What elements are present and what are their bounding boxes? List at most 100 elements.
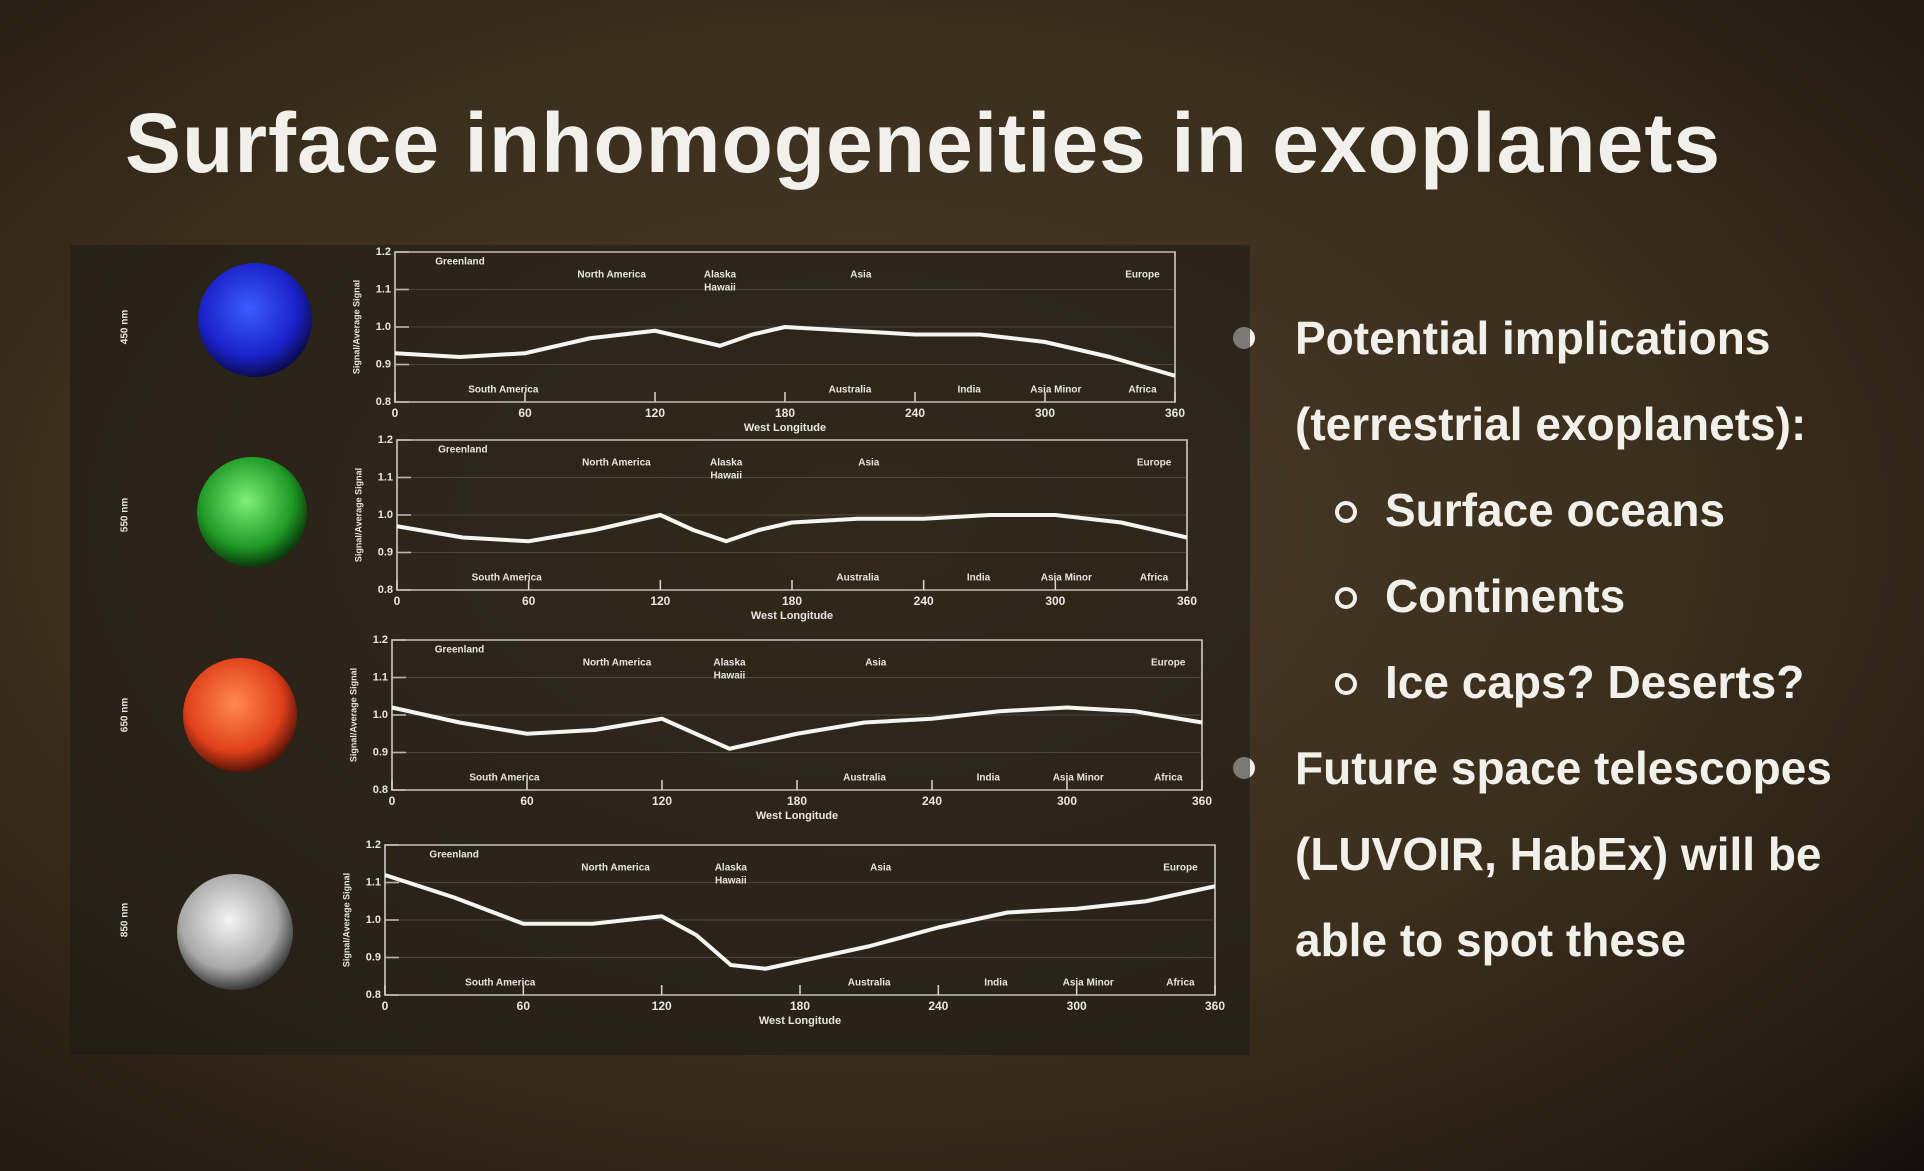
region-label: Asia Minor: [1053, 773, 1104, 784]
bullet-list: Potential implications (terrestrial exopl…: [1225, 295, 1924, 983]
planet-image: [177, 874, 293, 990]
wavelength-label: 650 nm: [120, 698, 131, 733]
bullet-line: (LUVOIR, HabEx) will be: [1225, 811, 1924, 897]
region-label: India: [984, 978, 1008, 989]
region-label: Greenland: [438, 445, 487, 456]
x-tick-label: 60: [520, 794, 534, 808]
region-label: Africa: [1154, 773, 1183, 784]
region-label: North America: [581, 863, 650, 874]
sub-bullet-line: Surface oceans: [1225, 467, 1924, 553]
wavelength-label: 450 nm: [120, 310, 131, 345]
region-label: Australia: [843, 773, 886, 784]
bullet-text: (LUVOIR, HabEx) will be: [1295, 828, 1822, 880]
region-label: India: [957, 385, 981, 396]
y-tick-label: 1.0: [366, 914, 381, 926]
region-label: Europe: [1125, 270, 1160, 281]
bullet-line: Potential implications: [1225, 295, 1924, 381]
signal-line: [391, 705, 1203, 751]
bullet-text: Continents: [1385, 570, 1626, 622]
x-axis-label: West Longitude: [751, 610, 833, 622]
bullet-text: able to spot these: [1295, 914, 1687, 966]
x-tick-label: 180: [775, 406, 795, 420]
region-label: South America: [465, 978, 536, 989]
region-label: Africa: [1128, 385, 1157, 396]
slide-title: Surface inhomogeneities in exoplanets: [125, 96, 1722, 190]
y-tick-label: 1.2: [373, 634, 388, 646]
sub-bullet-line: Ice caps? Deserts?: [1225, 639, 1924, 725]
wavelength-label: 850 nm: [120, 903, 131, 938]
region-label: Alaska: [713, 658, 746, 669]
region-label: South America: [468, 385, 539, 396]
x-tick-label: 360: [1165, 406, 1185, 420]
region-label: Australia: [836, 573, 879, 584]
y-tick-label: 0.9: [373, 746, 388, 758]
y-tick-label: 0.9: [366, 951, 381, 963]
region-label: Greenland: [435, 257, 484, 268]
region-label: Europe: [1163, 863, 1198, 874]
sub-bullet-ring: [1335, 501, 1357, 523]
y-axis-label: Signal/Average Signal: [351, 280, 361, 374]
x-tick-label: 180: [787, 794, 807, 808]
sub-bullet-ring: [1335, 673, 1357, 695]
region-label: Hawaii: [704, 283, 736, 294]
y-tick-label: 1.1: [366, 876, 381, 888]
sub-bullet-ring: [1335, 587, 1357, 609]
region-label: South America: [469, 773, 540, 784]
x-tick-label: 360: [1192, 794, 1212, 808]
region-label: Alaska: [710, 458, 743, 469]
wavelength-label: 550 nm: [120, 498, 131, 533]
region-label: Greenland: [429, 850, 478, 861]
y-axis-label: Signal/Average Signal: [341, 873, 351, 967]
planet-image: [183, 658, 297, 772]
y-tick-label: 1.1: [376, 283, 391, 295]
y-tick-label: 0.8: [376, 396, 391, 408]
y-axis-label: Signal/Average Signal: [353, 468, 363, 562]
planet-image: [198, 263, 312, 377]
x-tick-label: 0: [389, 794, 396, 808]
y-tick-label: 0.9: [376, 358, 391, 370]
x-tick-label: 0: [394, 594, 401, 608]
region-label: Asia Minor: [1041, 573, 1092, 584]
region-label: Asia: [850, 270, 872, 281]
signal-line: [384, 873, 1216, 971]
y-tick-label: 1.1: [378, 471, 393, 483]
x-tick-label: 120: [650, 594, 670, 608]
region-label: Hawaii: [714, 671, 746, 682]
y-tick-label: 1.2: [378, 434, 393, 446]
x-tick-label: 240: [905, 406, 925, 420]
y-axis-label: Signal/Average Signal: [348, 668, 358, 762]
x-tick-label: 240: [914, 594, 934, 608]
region-label: India: [967, 573, 991, 584]
region-label: Hawaii: [715, 876, 747, 887]
x-tick-label: 180: [782, 594, 802, 608]
region-label: Asia: [865, 658, 887, 669]
y-tick-label: 0.8: [378, 584, 393, 596]
x-tick-label: 300: [1035, 406, 1055, 420]
x-tick-label: 120: [645, 406, 665, 420]
region-label: Europe: [1151, 658, 1186, 669]
region-label: North America: [577, 270, 646, 281]
bullet-text: Surface oceans: [1385, 484, 1726, 536]
y-tick-label: 0.8: [373, 784, 388, 796]
x-tick-label: 0: [382, 999, 389, 1013]
planet-image: [197, 457, 307, 567]
region-label: Alaska: [704, 270, 737, 281]
region-label: Asia Minor: [1063, 978, 1114, 989]
x-axis-label: West Longitude: [759, 1015, 841, 1027]
region-label: Hawaii: [710, 471, 742, 482]
x-axis-label: West Longitude: [744, 422, 826, 434]
y-tick-label: 1.0: [378, 509, 393, 521]
y-tick-label: 1.0: [373, 709, 388, 721]
bullet-line: able to spot these: [1225, 897, 1924, 983]
x-tick-label: 360: [1205, 999, 1225, 1013]
x-tick-label: 60: [518, 406, 532, 420]
region-label: North America: [582, 458, 651, 469]
y-tick-label: 1.2: [366, 839, 381, 851]
region-label: Asia Minor: [1030, 385, 1081, 396]
x-tick-label: 300: [1067, 999, 1087, 1013]
x-tick-label: 60: [522, 594, 536, 608]
x-tick-label: 300: [1057, 794, 1077, 808]
bullet-text: Future space telescopes: [1295, 742, 1832, 794]
